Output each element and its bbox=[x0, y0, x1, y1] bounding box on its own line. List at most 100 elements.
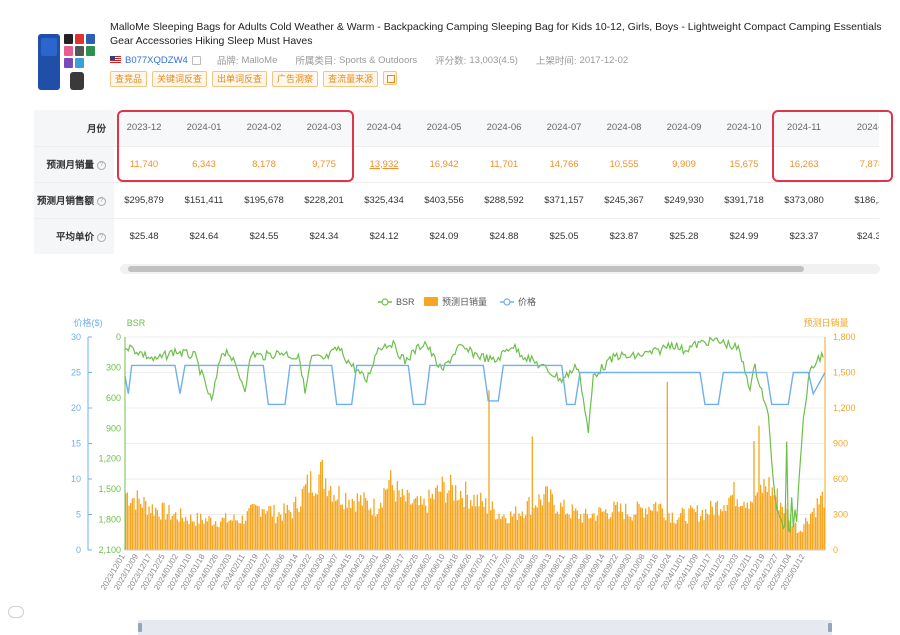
sales-bar bbox=[286, 504, 288, 550]
sales-bar bbox=[248, 508, 250, 550]
month-header-cell: 2024-02 bbox=[234, 110, 294, 147]
sales-bar bbox=[266, 510, 268, 550]
sales-bar bbox=[810, 513, 812, 550]
legend-bsr-label: BSR bbox=[396, 297, 415, 307]
sales-bar bbox=[311, 492, 313, 550]
month-header-cell: 2024-11 bbox=[774, 110, 834, 147]
sales-tick-label: 300 bbox=[833, 510, 848, 520]
sales-bar bbox=[283, 503, 285, 550]
sales-bar bbox=[625, 503, 627, 550]
sales-bar bbox=[718, 515, 720, 550]
sales-bar bbox=[473, 494, 475, 550]
sales-bar bbox=[356, 493, 358, 550]
help-icon[interactable]: ? bbox=[97, 160, 106, 170]
sales-bar bbox=[388, 479, 390, 550]
sales-bar bbox=[733, 482, 735, 550]
sales-bar bbox=[136, 490, 138, 550]
sales-bar bbox=[715, 502, 717, 550]
sales-bar bbox=[308, 492, 310, 550]
table-cell: $24.34 bbox=[294, 218, 354, 254]
sales-bar bbox=[203, 523, 205, 550]
table-cell: $195,678 bbox=[234, 182, 294, 219]
sales-bar bbox=[353, 500, 355, 550]
range-handle-left[interactable] bbox=[138, 623, 142, 632]
price-tick-label: 10 bbox=[71, 474, 81, 484]
sales-bar bbox=[191, 521, 193, 550]
sales-bar bbox=[258, 506, 260, 550]
sales-bar bbox=[775, 496, 777, 550]
sales-bar bbox=[300, 506, 302, 550]
sales-bar bbox=[133, 497, 135, 550]
sales-bar bbox=[453, 500, 455, 550]
sales-bar bbox=[533, 507, 535, 550]
sales-tick-label: 1,800 bbox=[833, 332, 856, 342]
tag-competitors[interactable]: 查竞品 bbox=[110, 71, 148, 87]
tag-traffic-source[interactable]: 查流量来源 bbox=[323, 71, 379, 87]
sales-bar bbox=[288, 509, 290, 550]
sales-bar bbox=[675, 523, 677, 550]
sales-bar bbox=[206, 521, 208, 550]
sales-bar bbox=[413, 499, 415, 550]
bsr-line bbox=[124, 336, 824, 533]
sales-bar bbox=[486, 513, 488, 550]
sales-bar bbox=[605, 509, 607, 550]
scrollbar-thumb[interactable] bbox=[128, 266, 804, 272]
product-thumbnail[interactable] bbox=[38, 26, 100, 92]
sales-bar bbox=[161, 502, 163, 550]
sales-bar bbox=[390, 470, 392, 550]
table-cell: $373,080 bbox=[774, 182, 834, 219]
sales-bar bbox=[588, 518, 590, 550]
product-title[interactable]: MalloMe Sleeping Bags for Adults Cold We… bbox=[110, 21, 882, 47]
sales-bar bbox=[665, 520, 667, 550]
sales-bar bbox=[273, 504, 275, 550]
sales-bar bbox=[540, 499, 542, 550]
sales-bar bbox=[555, 513, 557, 550]
sales-bar bbox=[705, 509, 707, 550]
product-header: MalloMe Sleeping Bags for Adults Cold We… bbox=[34, 10, 884, 95]
sales-bar bbox=[716, 500, 718, 550]
sales-bar bbox=[425, 505, 427, 550]
sales-bar bbox=[623, 519, 625, 550]
month-header: 月份 bbox=[34, 110, 114, 147]
sales-bar bbox=[221, 517, 223, 550]
month-header-cell: 2023-12 bbox=[114, 110, 174, 147]
table-cell[interactable]: 13,932 bbox=[354, 146, 414, 183]
table-cell: 14,766 bbox=[534, 146, 594, 183]
sales-bar bbox=[471, 506, 473, 550]
sales-bar bbox=[755, 495, 757, 550]
help-icon[interactable]: ? bbox=[97, 232, 106, 242]
copy-icon[interactable] bbox=[191, 55, 201, 65]
sales-bar bbox=[298, 511, 300, 550]
sales-bar bbox=[358, 501, 360, 550]
sales-bar bbox=[128, 505, 130, 550]
sales-bar bbox=[261, 508, 263, 550]
bsr-tick-label: 900 bbox=[106, 423, 121, 433]
sales-bar bbox=[285, 513, 287, 550]
sales-bar bbox=[351, 498, 353, 550]
tag-keyword-reverse[interactable]: 关键词反查 bbox=[152, 71, 208, 87]
sales-bar bbox=[181, 517, 183, 550]
sales-bar bbox=[410, 504, 412, 550]
asin-link[interactable]: B077XQDZW4 bbox=[125, 54, 188, 66]
range-handle-right[interactable] bbox=[828, 623, 832, 632]
chart-range-slider[interactable] bbox=[138, 620, 832, 635]
sales-bar bbox=[583, 513, 585, 550]
sales-bar bbox=[176, 519, 178, 550]
sales-bar bbox=[725, 511, 727, 550]
bsr-axis-title: BSR bbox=[127, 318, 146, 328]
sales-bar bbox=[480, 492, 482, 550]
price-tick-label: 0 bbox=[76, 545, 81, 555]
sales-bar bbox=[403, 495, 405, 550]
tag-order-keyword-reverse[interactable]: 出单词反查 bbox=[212, 71, 268, 87]
sales-bar bbox=[670, 522, 672, 550]
sales-bar bbox=[751, 502, 753, 550]
sales-bar bbox=[151, 504, 153, 550]
sales-bar bbox=[650, 509, 652, 550]
calculator-icon[interactable] bbox=[383, 71, 398, 85]
help-icon[interactable]: ? bbox=[97, 196, 106, 206]
sales-bar bbox=[255, 504, 257, 550]
tag-ad-insight[interactable]: 广告洞察 bbox=[272, 71, 319, 87]
sales-bar bbox=[156, 509, 158, 550]
table-horizontal-scrollbar[interactable] bbox=[120, 264, 880, 274]
sales-bar bbox=[740, 505, 742, 550]
